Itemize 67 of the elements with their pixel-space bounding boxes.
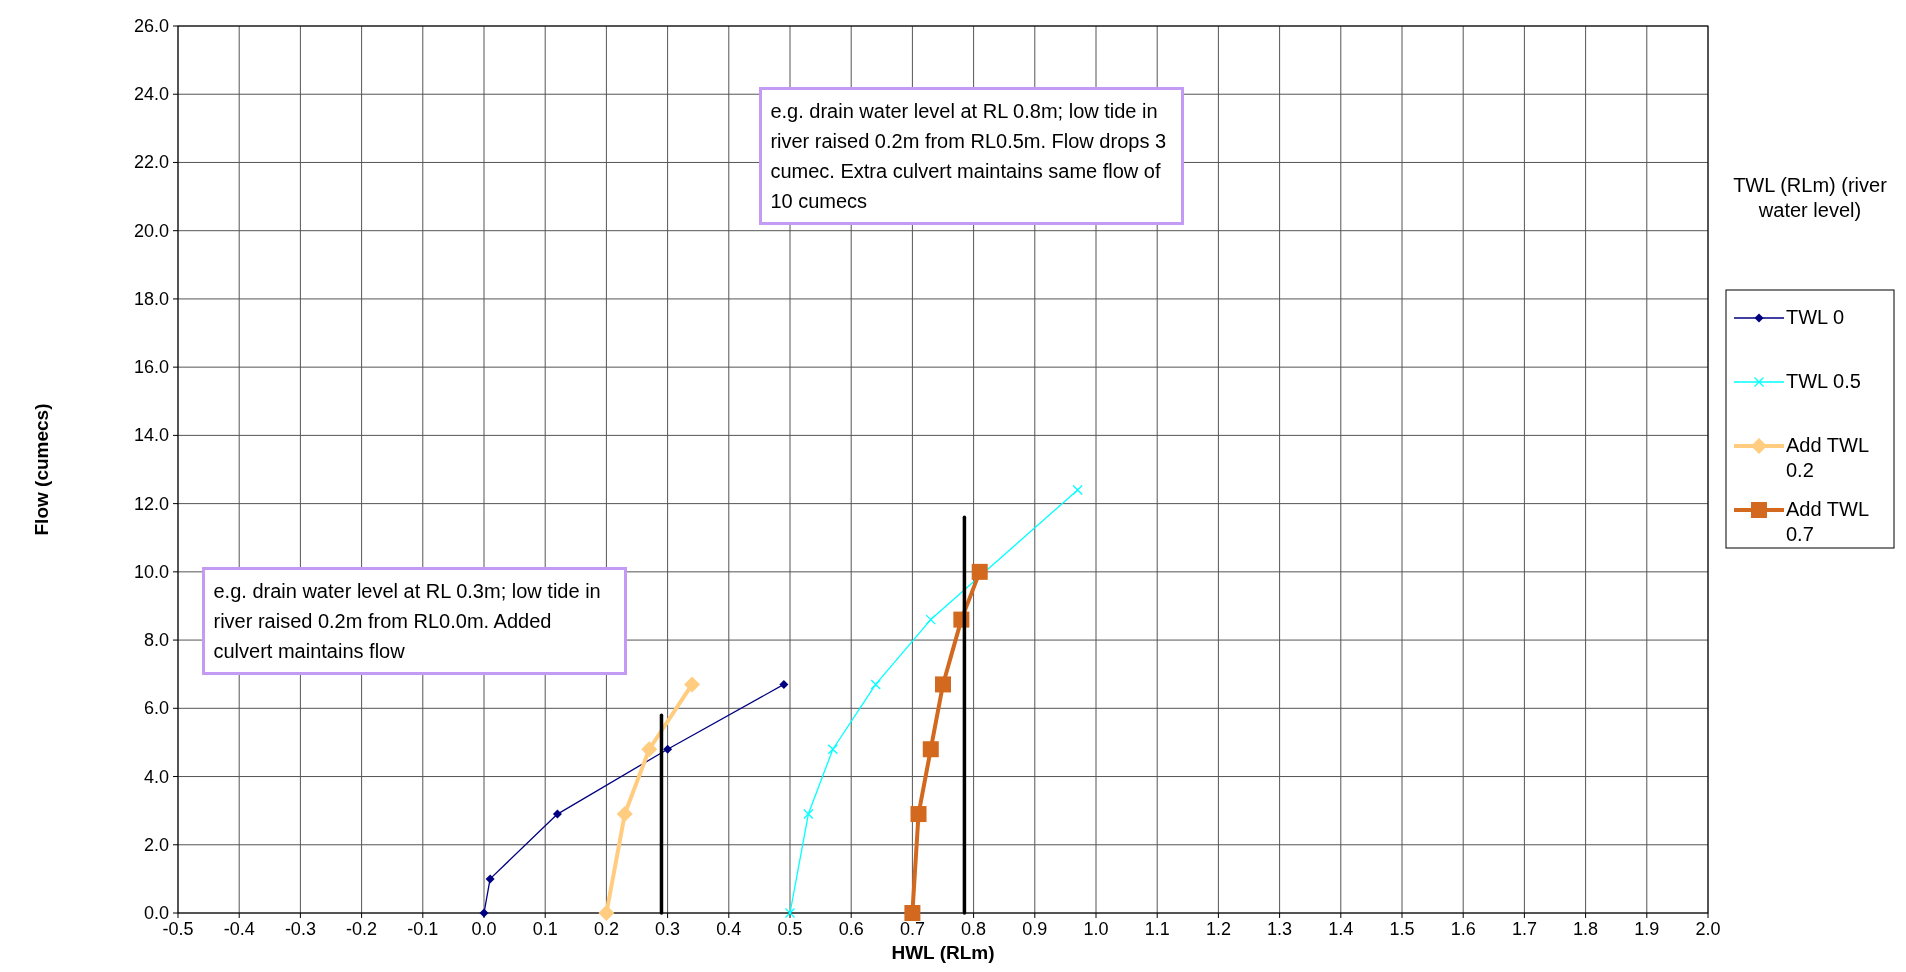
annotation: e.g. drain water level at RL 0.3m; low tide in river raised 0.2m from RL0.0m. Added culvert maintains flow xyxy=(202,567,628,676)
x-tick-label: 0.0 xyxy=(471,919,497,939)
point xyxy=(971,563,988,580)
point xyxy=(616,806,633,823)
y-tick-label: 8.0 xyxy=(143,630,169,651)
x-tick-label: 1.2 xyxy=(1205,919,1231,939)
y-tick-label: 10.0 xyxy=(133,561,169,582)
legend-title: TWL (RLm) (river water level) xyxy=(1732,173,1888,223)
legend-label: TWL 0.5 xyxy=(1786,369,1862,394)
y-tick-label: 14.0 xyxy=(133,425,169,446)
point xyxy=(904,905,921,921)
point xyxy=(779,679,789,689)
x-tick-label: 1.0 xyxy=(1083,919,1109,939)
x-tick-label: 0.8 xyxy=(961,919,987,939)
x-tick-label: 1.1 xyxy=(1144,919,1170,939)
point xyxy=(479,908,489,918)
x-tick-label: 1.3 xyxy=(1267,919,1293,939)
point xyxy=(784,907,796,919)
x-tick-label: 1.9 xyxy=(1634,919,1660,939)
annotation: e.g. drain water level at RL 0.8m; low tide in river raised 0.2m from RL0.5m. Flow drops 3 cumec. Extra culvert maintains same flow of 10 cumecs xyxy=(759,87,1185,226)
y-tick-label: 20.0 xyxy=(133,220,169,241)
point xyxy=(641,741,658,758)
x-tick-label: 1.4 xyxy=(1328,919,1354,939)
x-tick-label: 0.4 xyxy=(716,919,742,939)
x-tick-label: 0.3 xyxy=(655,919,681,939)
x-tick-label: -0.4 xyxy=(223,919,255,939)
point xyxy=(552,809,562,819)
x-tick-label: 0.1 xyxy=(532,919,558,939)
x-tick-label: -0.2 xyxy=(346,919,378,939)
y-tick-label: 18.0 xyxy=(133,288,169,309)
point xyxy=(827,744,838,755)
x-axis-title: HWL (RLm) xyxy=(891,942,995,963)
point xyxy=(684,676,701,693)
x-tick-label: 0.5 xyxy=(777,919,803,939)
y-tick-label: 12.0 xyxy=(133,493,169,514)
y-tick-label: 2.0 xyxy=(143,834,169,855)
x-tick-label: 0.6 xyxy=(838,919,864,939)
legend-label: Add TWL 0.7 xyxy=(1786,497,1870,547)
y-tick-label: 16.0 xyxy=(133,357,169,378)
y-tick-label: 26.0 xyxy=(133,16,169,36)
point xyxy=(1072,484,1083,496)
y-tick-label: 4.0 xyxy=(143,766,169,787)
y-axis-title: Flow (cumecs) xyxy=(31,403,52,536)
x-tick-label: 0.2 xyxy=(593,919,619,939)
point xyxy=(925,614,936,625)
point xyxy=(598,905,615,921)
x-tick-label: 1.8 xyxy=(1573,919,1599,939)
point xyxy=(803,808,814,820)
x-tick-label: 0.7 xyxy=(899,919,925,939)
x-tick-label: -0.1 xyxy=(407,919,439,939)
x-tick-label: 1.6 xyxy=(1450,919,1476,939)
y-tick-label: 22.0 xyxy=(133,152,169,173)
point xyxy=(485,874,495,884)
legend-label: Add TWL 0.2 xyxy=(1786,433,1870,483)
point xyxy=(935,676,951,693)
legend-label: TWL 0 xyxy=(1786,305,1846,330)
x-tick-label: 1.7 xyxy=(1511,919,1537,939)
point xyxy=(870,679,881,690)
y-tick-label: 24.0 xyxy=(133,84,169,105)
x-tick-label: 1.5 xyxy=(1389,919,1415,939)
x-tick-label: 2.0 xyxy=(1695,919,1721,939)
point xyxy=(663,744,673,754)
point xyxy=(922,741,939,758)
point xyxy=(910,806,927,823)
x-tick-label: 0.9 xyxy=(1022,919,1048,939)
y-tick-label: 6.0 xyxy=(143,698,169,719)
x-tick-label: -0.3 xyxy=(284,919,316,939)
